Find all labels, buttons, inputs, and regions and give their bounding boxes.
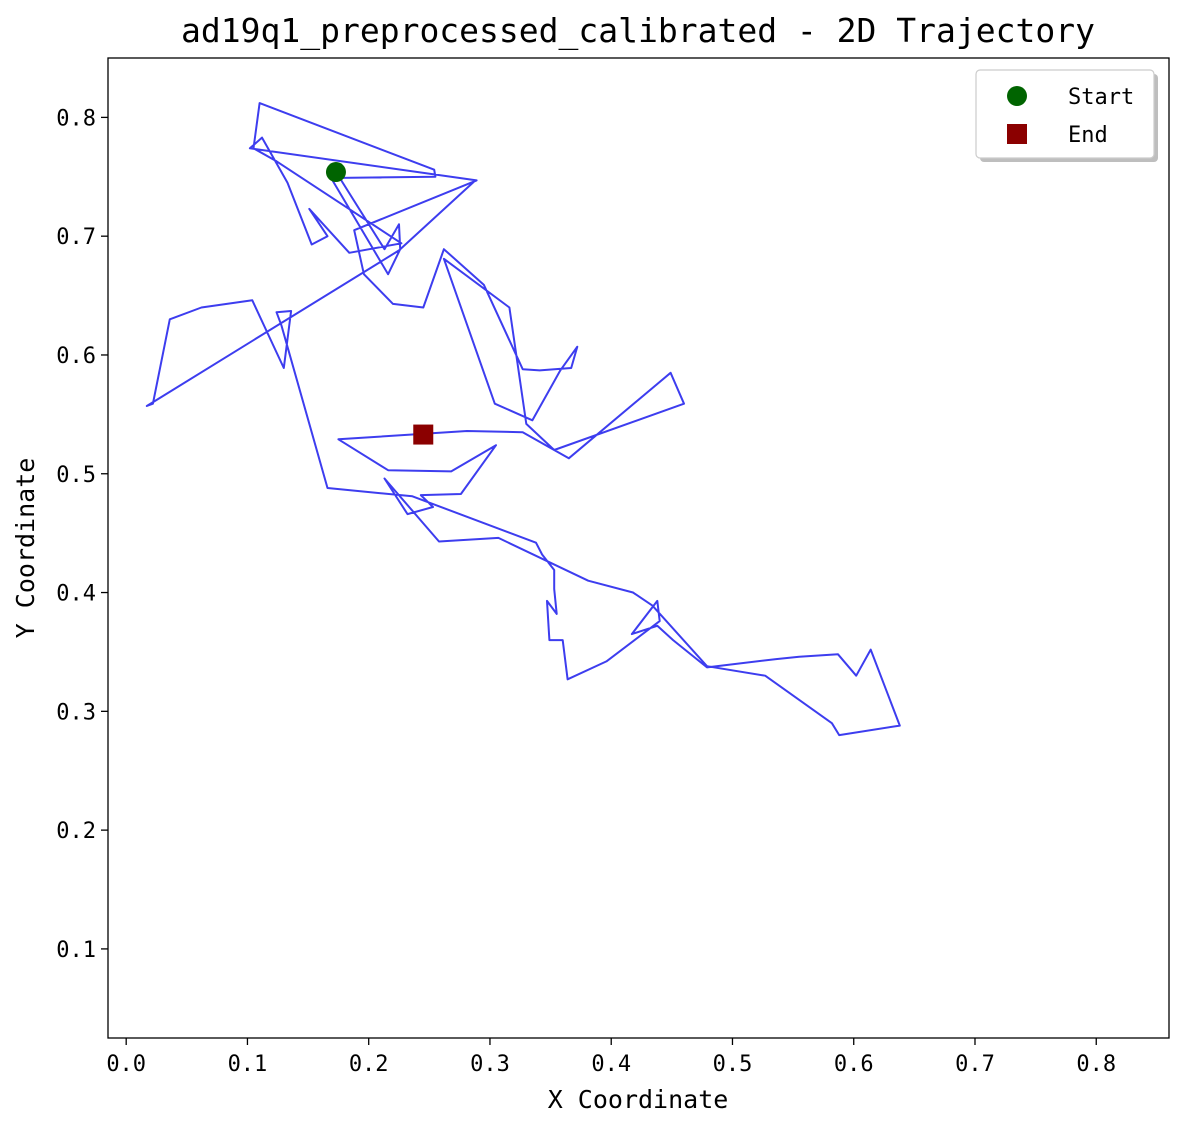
x-tick-label: 0.8 — [1076, 1052, 1116, 1077]
y-tick-label: 0.5 — [56, 463, 96, 488]
trajectory-line — [145, 102, 901, 737]
y-axis-ticks: 0.1 0.2 0.3 0.4 0.5 0.6 0.7 0.8 — [56, 106, 108, 963]
y-tick-label: 0.3 — [56, 700, 96, 725]
x-tick-label: 0.3 — [470, 1052, 510, 1077]
x-tick-label: 0.2 — [349, 1052, 389, 1077]
y-tick-label: 0.6 — [56, 344, 96, 369]
start-marker — [325, 162, 346, 183]
legend: Start End — [975, 69, 1158, 162]
x-axis-label: X Coordinate — [548, 1085, 729, 1114]
y-tick-label: 0.4 — [56, 582, 96, 607]
end-marker — [413, 424, 434, 445]
y-tick-label: 0.1 — [56, 938, 96, 963]
y-tick-label: 0.2 — [56, 819, 96, 844]
legend-end-label: End — [1068, 123, 1108, 148]
legend-start-swatch — [1007, 86, 1027, 106]
y-tick-label: 0.8 — [56, 106, 96, 131]
legend-entries: Start End — [1007, 85, 1134, 148]
y-tick-label: 0.7 — [56, 225, 96, 250]
x-tick-label: 0.7 — [955, 1052, 995, 1077]
x-tick-label: 0.4 — [591, 1052, 631, 1077]
x-axis-ticks: 0.0 0.1 0.2 0.3 0.4 0.5 0.6 0.7 0.8 — [106, 1038, 1116, 1077]
legend-start-label: Start — [1068, 85, 1134, 110]
y-axis-label: Y Coordinate — [11, 458, 40, 639]
plot-area-frame — [107, 57, 1170, 1039]
x-tick-label: 0.5 — [713, 1052, 753, 1077]
x-tick-label: 0.1 — [228, 1052, 268, 1077]
marker-layer — [325, 162, 434, 445]
chart-title: ad19q1_preprocessed_calibrated - 2D Traj… — [181, 11, 1095, 51]
series-layer — [145, 102, 901, 737]
x-tick-label: 0.6 — [834, 1052, 874, 1077]
legend-box — [975, 69, 1155, 159]
x-tick-label: 0.0 — [106, 1052, 146, 1077]
legend-end-swatch — [1007, 124, 1027, 144]
